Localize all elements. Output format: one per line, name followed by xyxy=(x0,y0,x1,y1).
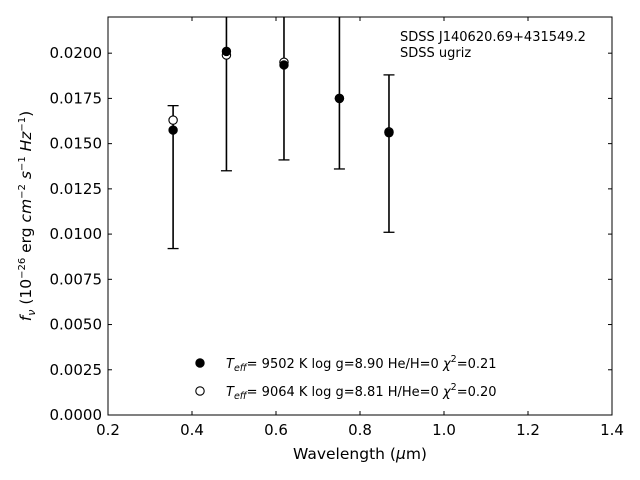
x-axis-label: Wavelength (μm) xyxy=(293,445,427,463)
plot-frame xyxy=(107,16,613,416)
x-tick-label: 1.4 xyxy=(600,421,624,439)
error-bars xyxy=(167,17,395,250)
y-tick-label: 0.0000 xyxy=(50,406,103,424)
annotation-object: SDSS J140620.69+431549.2 xyxy=(400,30,586,45)
filled-circle-point xyxy=(221,46,232,57)
y-tick-label: 0.0125 xyxy=(50,180,103,198)
open-circle-point xyxy=(168,115,178,125)
filled-circle-point xyxy=(384,128,394,138)
legend-entry-label: Teff= 9502 K log g=8.90 He/H=0 χ2=0.21 xyxy=(226,354,497,374)
y-tick-label: 0.0025 xyxy=(50,361,103,379)
x-tick-label: 0.6 xyxy=(264,421,288,439)
y-tick-label: 0.0075 xyxy=(50,270,103,288)
y-tick-label: 0.0150 xyxy=(50,135,103,153)
y-tick-label: 0.0050 xyxy=(50,316,103,334)
y-tick-label: 0.0100 xyxy=(50,225,103,243)
axis-ticks: 0.2 0.4 0.6 0.8 1.0 1.2 1.4 0.0000 0.0025 0.0050 0… xyxy=(50,17,624,439)
legend: Teff= 9502 K log g=8.90 He/H=0 χ2=0.21 Te… xyxy=(195,354,497,402)
legend-marker-open xyxy=(195,386,205,396)
x-tick-label: 0.2 xyxy=(96,421,120,439)
data-markers xyxy=(168,46,394,138)
x-tick-label: 1.0 xyxy=(432,421,456,439)
x-tick-label: 0.4 xyxy=(180,421,204,439)
annotation-survey: SDSS ugriz xyxy=(400,46,471,61)
annotation-block: SDSS J140620.69+431549.2 SDSS ugriz xyxy=(400,30,586,61)
y-axis-label: fν (10−26 erg cm−2 s−1 Hz−1) xyxy=(17,111,38,321)
x-tick-label: 0.8 xyxy=(348,421,372,439)
filled-circle-point xyxy=(334,93,345,104)
y-tick-label: 0.0175 xyxy=(50,89,103,107)
legend-marker-filled xyxy=(195,358,205,368)
legend-entry-label: Teff= 9064 K log g=8.81 H/He=0 χ2=0.20 xyxy=(226,382,497,402)
filled-circle-point xyxy=(168,125,178,135)
y-tick-label: 0.0200 xyxy=(50,44,103,62)
filled-circle-point xyxy=(279,60,289,70)
x-tick-label: 1.2 xyxy=(516,421,540,439)
